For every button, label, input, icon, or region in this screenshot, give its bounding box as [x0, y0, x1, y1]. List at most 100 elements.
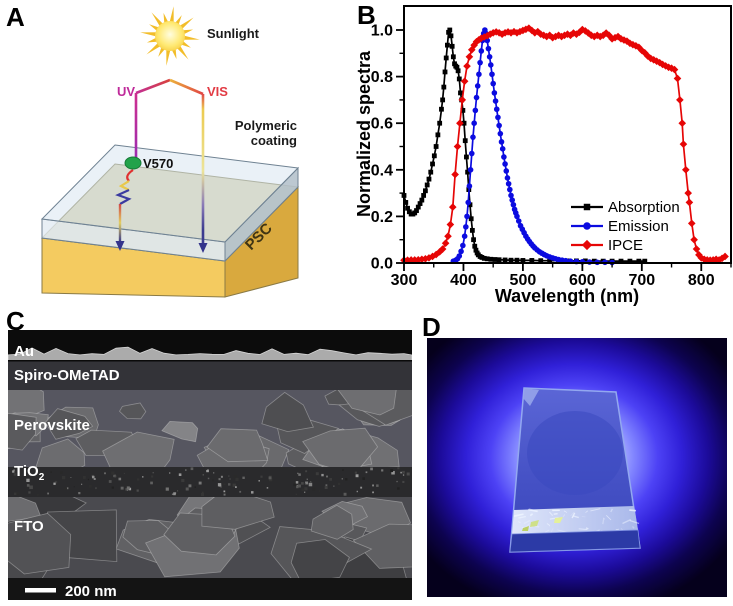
sem-speckle	[360, 486, 363, 489]
series-marker-ipce	[528, 26, 536, 35]
panel-b-chart: 300 400 500 600 700 800 0.0 0.2 0.4 0.6 0.8 1.0 Abs…	[355, 5, 732, 306]
series-marker-ipce	[486, 30, 495, 38]
x-axis-title: Wavelength (nm)	[495, 286, 639, 306]
series-marker-absorption	[454, 64, 460, 70]
legend-label-absorption: Absorption	[608, 199, 680, 216]
emission-arrowhead-icon	[115, 241, 125, 251]
sem-speckle	[114, 475, 117, 478]
sem-speckle	[356, 490, 358, 493]
sun-ray-icon	[169, 6, 174, 24]
crystal-streak	[563, 514, 566, 517]
legend-marker-ipce	[581, 239, 593, 251]
series-marker-ipce	[569, 29, 578, 37]
band-glint-2	[554, 517, 563, 523]
crystal-streak	[605, 514, 612, 521]
sem-speckle	[175, 493, 178, 496]
series-marker-absorption	[547, 258, 553, 264]
sunlight-label: Sunlight	[207, 26, 260, 41]
sem-speckle	[54, 480, 58, 484]
sem-speckle	[268, 477, 273, 482]
series-marker-emission	[474, 83, 481, 89]
sem-speckle	[126, 486, 130, 490]
sem-speckle	[235, 477, 239, 481]
sem-speckle	[82, 476, 86, 479]
crystal-streak	[513, 513, 524, 517]
sem-grain	[161, 420, 199, 443]
series-marker-emission	[509, 197, 516, 203]
y-tick-label: 0.6	[371, 116, 393, 133]
series-marker-ipce	[715, 256, 723, 264]
dye-dot-icon	[124, 156, 142, 170]
sem-speckle	[258, 480, 260, 482]
series-marker-emission	[486, 53, 493, 60]
series-marker-ipce	[451, 170, 459, 179]
sem-fto-grains	[8, 497, 412, 578]
crystal-streak	[573, 515, 579, 519]
series-marker-ipce	[643, 52, 652, 60]
sem-speckle	[305, 470, 308, 473]
sem-speckle	[402, 480, 405, 483]
sem-speckle	[306, 478, 308, 480]
series-marker-emission	[498, 139, 505, 145]
series-marker-ipce	[548, 33, 557, 42]
series-marker-absorption	[426, 176, 432, 182]
panel-d-photo	[427, 338, 727, 597]
series-marker-emission	[488, 62, 494, 68]
sem-speckle	[13, 470, 16, 473]
panel-c-label: C	[6, 306, 25, 336]
y-tick-label: 0.0	[371, 256, 393, 273]
sem-speckle	[26, 478, 30, 482]
sem-speckle	[81, 483, 83, 485]
sem-speckle	[190, 467, 194, 471]
series-marker-ipce	[483, 32, 492, 40]
series-marker-absorption	[488, 256, 494, 262]
series-marker-ipce	[679, 140, 688, 148]
series-marker-ipce	[465, 52, 474, 61]
sem-speckle	[308, 482, 313, 487]
series-marker-absorption	[443, 55, 449, 61]
crystal-streak	[571, 512, 576, 519]
series-marker-emission	[502, 161, 508, 167]
sem-speckle	[297, 484, 301, 488]
crystal-streak	[585, 527, 589, 530]
sem-speckle	[150, 481, 153, 485]
device-crystal-band	[512, 506, 638, 534]
legend-marker-emission	[583, 222, 591, 230]
sem-speckle	[329, 478, 332, 481]
sem-speckle	[217, 483, 222, 487]
series-marker-ipce	[620, 36, 628, 44]
sem-speckle	[390, 469, 394, 473]
series-marker-absorption	[473, 247, 479, 253]
y-tick-label: 0.4	[371, 162, 393, 179]
sem-speckle	[178, 473, 182, 476]
sem-speckle	[402, 470, 405, 474]
sem-speckle	[213, 472, 215, 474]
band-glint-3	[522, 526, 529, 531]
series-marker-absorption	[462, 138, 468, 144]
series-marker-emission	[465, 199, 472, 206]
series-marker-absorption	[405, 205, 410, 211]
series-marker-absorption	[423, 188, 428, 194]
layer-label-fto: FTO	[14, 518, 44, 535]
series-marker-absorption	[467, 202, 473, 208]
sem-speckle	[372, 484, 374, 487]
sem-speckle	[108, 480, 112, 483]
device-center-shade	[527, 411, 623, 495]
emission-wave-blue	[115, 188, 132, 205]
sem-grain	[44, 408, 94, 440]
sem-speckle	[92, 475, 95, 479]
series-marker-emission	[514, 213, 520, 220]
panel-a-schematic: Sunlight UV VIS V570 Polymeric coating P…	[40, 6, 300, 298]
series-marker-absorption	[449, 43, 455, 49]
series-marker-ipce	[673, 74, 682, 83]
sem-speckle	[229, 478, 231, 480]
series-marker-absorption	[435, 132, 441, 138]
series-marker-emission	[491, 90, 498, 96]
device-corner-chip	[523, 388, 539, 406]
series-marker-emission	[466, 183, 473, 189]
sem-speckle	[304, 483, 306, 485]
sem-speckle	[120, 486, 124, 490]
sun-ray-icon	[176, 44, 189, 60]
series-marker-emission	[505, 180, 512, 187]
scale-bar	[25, 588, 56, 593]
